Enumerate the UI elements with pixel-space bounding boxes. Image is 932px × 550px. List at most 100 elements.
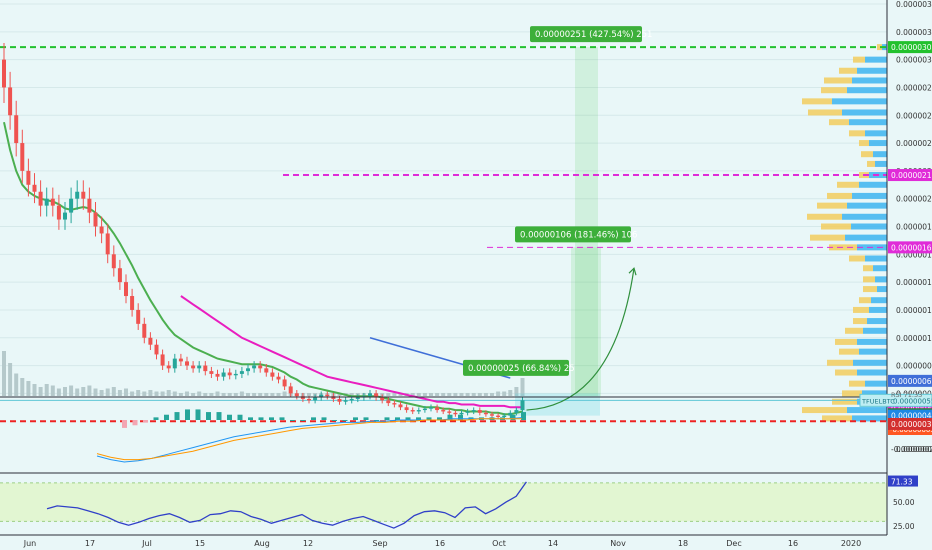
volume-profile-yellow-bar xyxy=(837,181,859,188)
volume-bar xyxy=(337,393,342,396)
price-tick-label: 0.00000260 xyxy=(896,111,932,120)
candle-body xyxy=(300,396,305,399)
price-tick-label: 0.00000200 xyxy=(896,195,932,204)
macd-tick-label: -0.00000020 xyxy=(891,445,932,454)
candle-body xyxy=(178,358,183,362)
volume-profile-yellow-bar xyxy=(808,109,842,116)
volume-profile-blue-bar xyxy=(875,276,887,283)
volume-bar xyxy=(392,393,397,396)
macd-histogram-bar xyxy=(363,417,369,420)
volume-bar xyxy=(56,388,61,396)
price-tick-label: 0.00000320 xyxy=(896,28,932,37)
candle-body xyxy=(197,365,202,369)
volume-profile-yellow-bar xyxy=(859,297,871,304)
candle-body xyxy=(496,415,501,418)
annotation-text: 0.00000025 (66.84%) 25 xyxy=(468,364,575,374)
candle-body xyxy=(325,394,330,397)
candle-body xyxy=(148,337,153,345)
macd-histogram-bar xyxy=(132,420,138,426)
time-axis-ticks: Jun 17 Jul 15 Aug 12 Sep 16 Oct 14 Nov 18 Dec 16 2020 xyxy=(23,539,861,548)
volume-bar xyxy=(136,390,141,396)
time-tick-label: 15 xyxy=(195,539,205,548)
macd-histogram-bar xyxy=(143,420,148,423)
volume-profile-blue-bar xyxy=(857,338,887,345)
volume-profile-yellow-bar xyxy=(849,380,865,387)
price-tick-label: 0.00000300 xyxy=(896,56,932,65)
candle-body xyxy=(246,368,250,372)
target-zone xyxy=(571,247,601,397)
volume-bar xyxy=(197,391,202,396)
volume-profile-yellow-bar xyxy=(821,223,851,230)
volume-bar xyxy=(185,391,189,396)
candle-body xyxy=(429,407,433,409)
candle-body xyxy=(392,403,397,405)
time-tick-label: Sep xyxy=(372,539,387,548)
macd-histogram-bar xyxy=(122,420,127,428)
candle-body xyxy=(32,184,37,192)
candle-body xyxy=(368,393,372,397)
candle-body xyxy=(8,87,13,116)
macd-label-text: -0.00000005 xyxy=(890,426,932,434)
volume-profile-yellow-bar xyxy=(832,398,857,405)
candle-body xyxy=(142,323,147,338)
time-tick-label: Nov xyxy=(610,539,626,548)
candle-body xyxy=(87,198,92,213)
volume-bar xyxy=(508,390,513,396)
candle-body xyxy=(490,414,494,416)
rsi-tick-label: 25.00 xyxy=(893,522,915,531)
volume-profile-blue-bar xyxy=(859,181,887,188)
candle-body xyxy=(105,233,110,255)
volume-profile-blue-bar xyxy=(873,151,887,158)
volume-bar xyxy=(178,393,183,396)
volume-profile-yellow-bar xyxy=(849,130,865,137)
volume-profile-yellow-bar xyxy=(827,192,852,199)
price-tick-label: 0.00000180 xyxy=(896,223,932,232)
candle-body xyxy=(20,143,25,171)
volume-bar xyxy=(410,393,415,396)
volume-bar xyxy=(117,390,122,396)
volume-profile-blue-bar xyxy=(865,56,887,63)
volume-profile-yellow-bar xyxy=(822,415,852,422)
volume-bar xyxy=(349,393,354,396)
candle-body xyxy=(166,365,171,369)
macd-histogram-bar xyxy=(426,417,432,420)
volume-bar xyxy=(477,393,482,396)
time-tick-label: 14 xyxy=(548,539,558,548)
candle-body xyxy=(99,226,104,234)
volume-profile-blue-bar xyxy=(862,390,887,397)
macd-histogram-bar xyxy=(521,412,526,420)
volume-bar xyxy=(154,391,159,396)
volume-profile-blue-bar xyxy=(863,327,887,334)
volume-bar xyxy=(50,385,55,396)
candle-body xyxy=(514,410,519,413)
volume-bar xyxy=(276,393,281,396)
candle-body xyxy=(319,394,324,398)
candle-body xyxy=(215,373,220,377)
volume-profile-yellow-bar xyxy=(824,77,852,84)
ema-long-path xyxy=(180,295,523,409)
volume-profile-blue-bar xyxy=(873,265,887,272)
macd-histogram-bar xyxy=(321,417,327,420)
volume-profile-blue-bar xyxy=(847,407,887,414)
volume-bar xyxy=(81,387,86,396)
volume-profile-blue-bar xyxy=(869,306,887,313)
volume-profile-blue-bar xyxy=(832,98,887,105)
macd-histogram-bar xyxy=(300,420,306,421)
volume-bar xyxy=(233,393,238,396)
macd-histogram-bar xyxy=(311,417,316,420)
annotation-labels: 0.00000251 (427.54%) 251 0.00000106 (181.… xyxy=(463,26,652,376)
volume-profile-yellow-bar xyxy=(842,390,862,397)
macd-histogram-bar xyxy=(279,417,285,420)
macd-histogram-bar xyxy=(384,417,390,420)
volume-bar xyxy=(215,391,220,396)
candle-body xyxy=(75,191,80,199)
volume-bar xyxy=(32,384,37,396)
volume-profile-blue-bar xyxy=(852,192,887,199)
macd-histogram-bar xyxy=(437,417,442,420)
rsi-band xyxy=(0,482,887,522)
macd-histogram-bar xyxy=(342,420,348,421)
target-zones xyxy=(515,47,601,416)
volume-bar xyxy=(459,393,464,396)
candle-body xyxy=(276,376,281,380)
